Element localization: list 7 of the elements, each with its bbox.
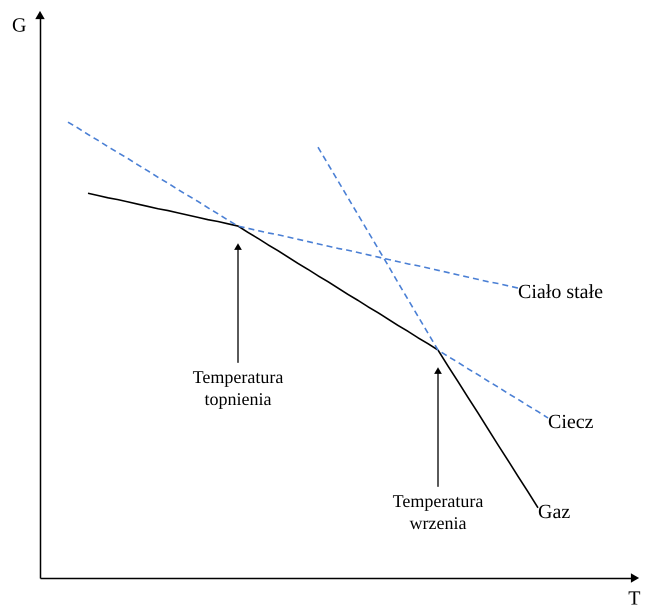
series-label: Ciało stałe [518,281,604,304]
series-label: Ciecz [548,410,594,433]
x-axis-title: T [628,588,640,610]
series-label: Gaz [538,500,570,523]
annotation: Temperatura topnienia [192,366,284,409]
y-axis-title: G [12,14,26,36]
annotation: Temperatura wrzenia [392,490,484,533]
